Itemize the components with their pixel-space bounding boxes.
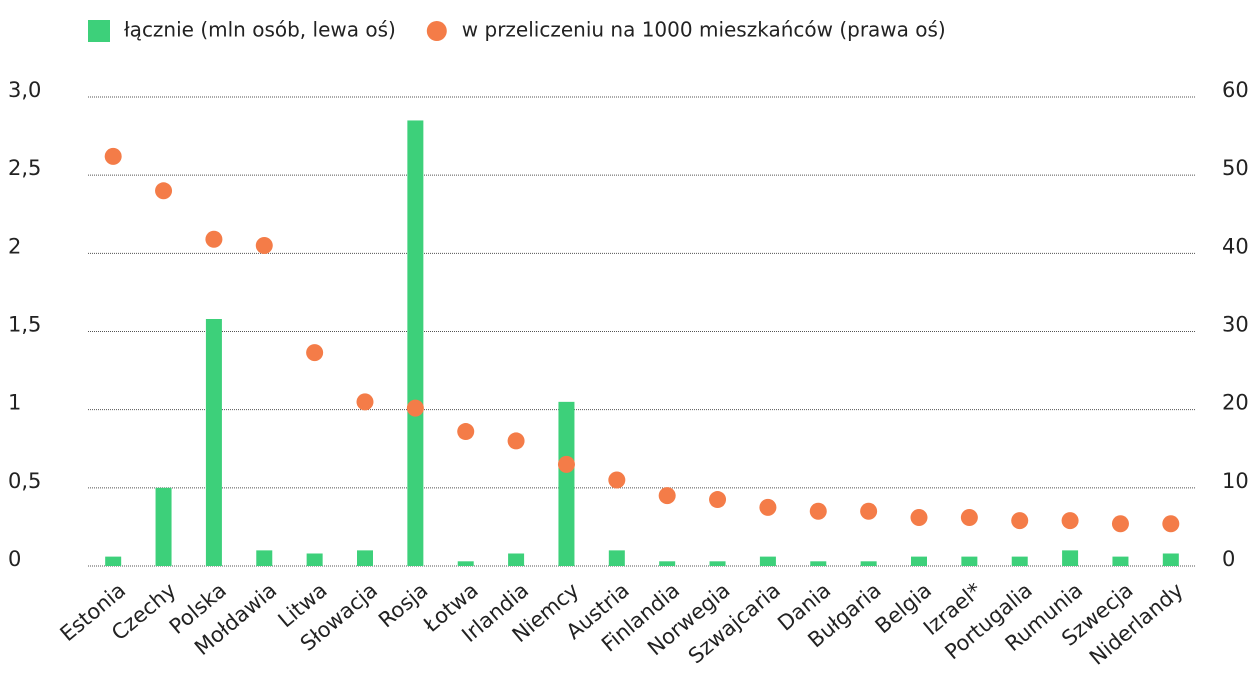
dot (507, 432, 525, 450)
dot (1061, 512, 1079, 530)
bar (205, 318, 222, 566)
y-tick-label: 3,0 (8, 78, 41, 102)
dot (205, 230, 223, 248)
dot (406, 399, 424, 417)
dot (809, 502, 827, 520)
y-tick-label: 2,5 (8, 156, 41, 180)
bar (508, 553, 525, 566)
bar (155, 487, 172, 566)
bar (608, 550, 625, 566)
dot (910, 509, 928, 527)
dot (1162, 515, 1180, 533)
bar (759, 556, 776, 566)
y2-tick-label: 60 (1222, 78, 1249, 102)
bar (1112, 556, 1129, 566)
dot (860, 502, 878, 520)
bar (306, 553, 323, 566)
dot (608, 471, 626, 489)
y-tick-label: 0 (8, 547, 21, 571)
legend-swatch (88, 20, 110, 42)
y2-tick-label: 0 (1222, 547, 1235, 571)
y2-tick-label: 40 (1222, 234, 1249, 258)
bar (1062, 550, 1079, 566)
dot (658, 487, 676, 505)
dot (960, 509, 978, 527)
dot (155, 182, 173, 200)
y-tick-label: 0,5 (8, 469, 41, 493)
bar (457, 561, 474, 566)
bar (357, 550, 373, 566)
bar (659, 561, 676, 566)
bar (961, 556, 978, 566)
dot (759, 498, 777, 516)
dot (709, 491, 727, 509)
dot (557, 455, 575, 473)
bar (256, 550, 273, 566)
legend-label: łącznie (mln osób, lewa oś) (124, 18, 396, 42)
bar (1011, 556, 1028, 566)
dot (306, 344, 324, 362)
dot (1011, 512, 1029, 530)
dot (1111, 515, 1129, 533)
dot (457, 423, 475, 441)
bar (709, 561, 726, 566)
legend-label: w przeliczeniu na 1000 mieszkańców (praw… (462, 18, 946, 42)
y-tick-label: 2 (8, 234, 21, 258)
bar (911, 556, 927, 566)
bar (810, 561, 827, 566)
y-tick-label: 1,5 (8, 313, 41, 337)
legend-swatch (426, 21, 447, 41)
y2-tick-label: 50 (1222, 156, 1249, 180)
y-tick-label: 1 (8, 391, 21, 415)
y2-tick-label: 30 (1222, 313, 1249, 337)
y2-tick-label: 20 (1222, 391, 1249, 415)
bar (558, 401, 575, 566)
bar (407, 120, 424, 566)
y2-tick-label: 10 (1222, 469, 1249, 493)
dot (356, 393, 374, 411)
dot (104, 147, 122, 165)
dot (255, 237, 273, 255)
bar (1162, 553, 1179, 566)
bar (105, 556, 122, 566)
bar (860, 561, 877, 566)
